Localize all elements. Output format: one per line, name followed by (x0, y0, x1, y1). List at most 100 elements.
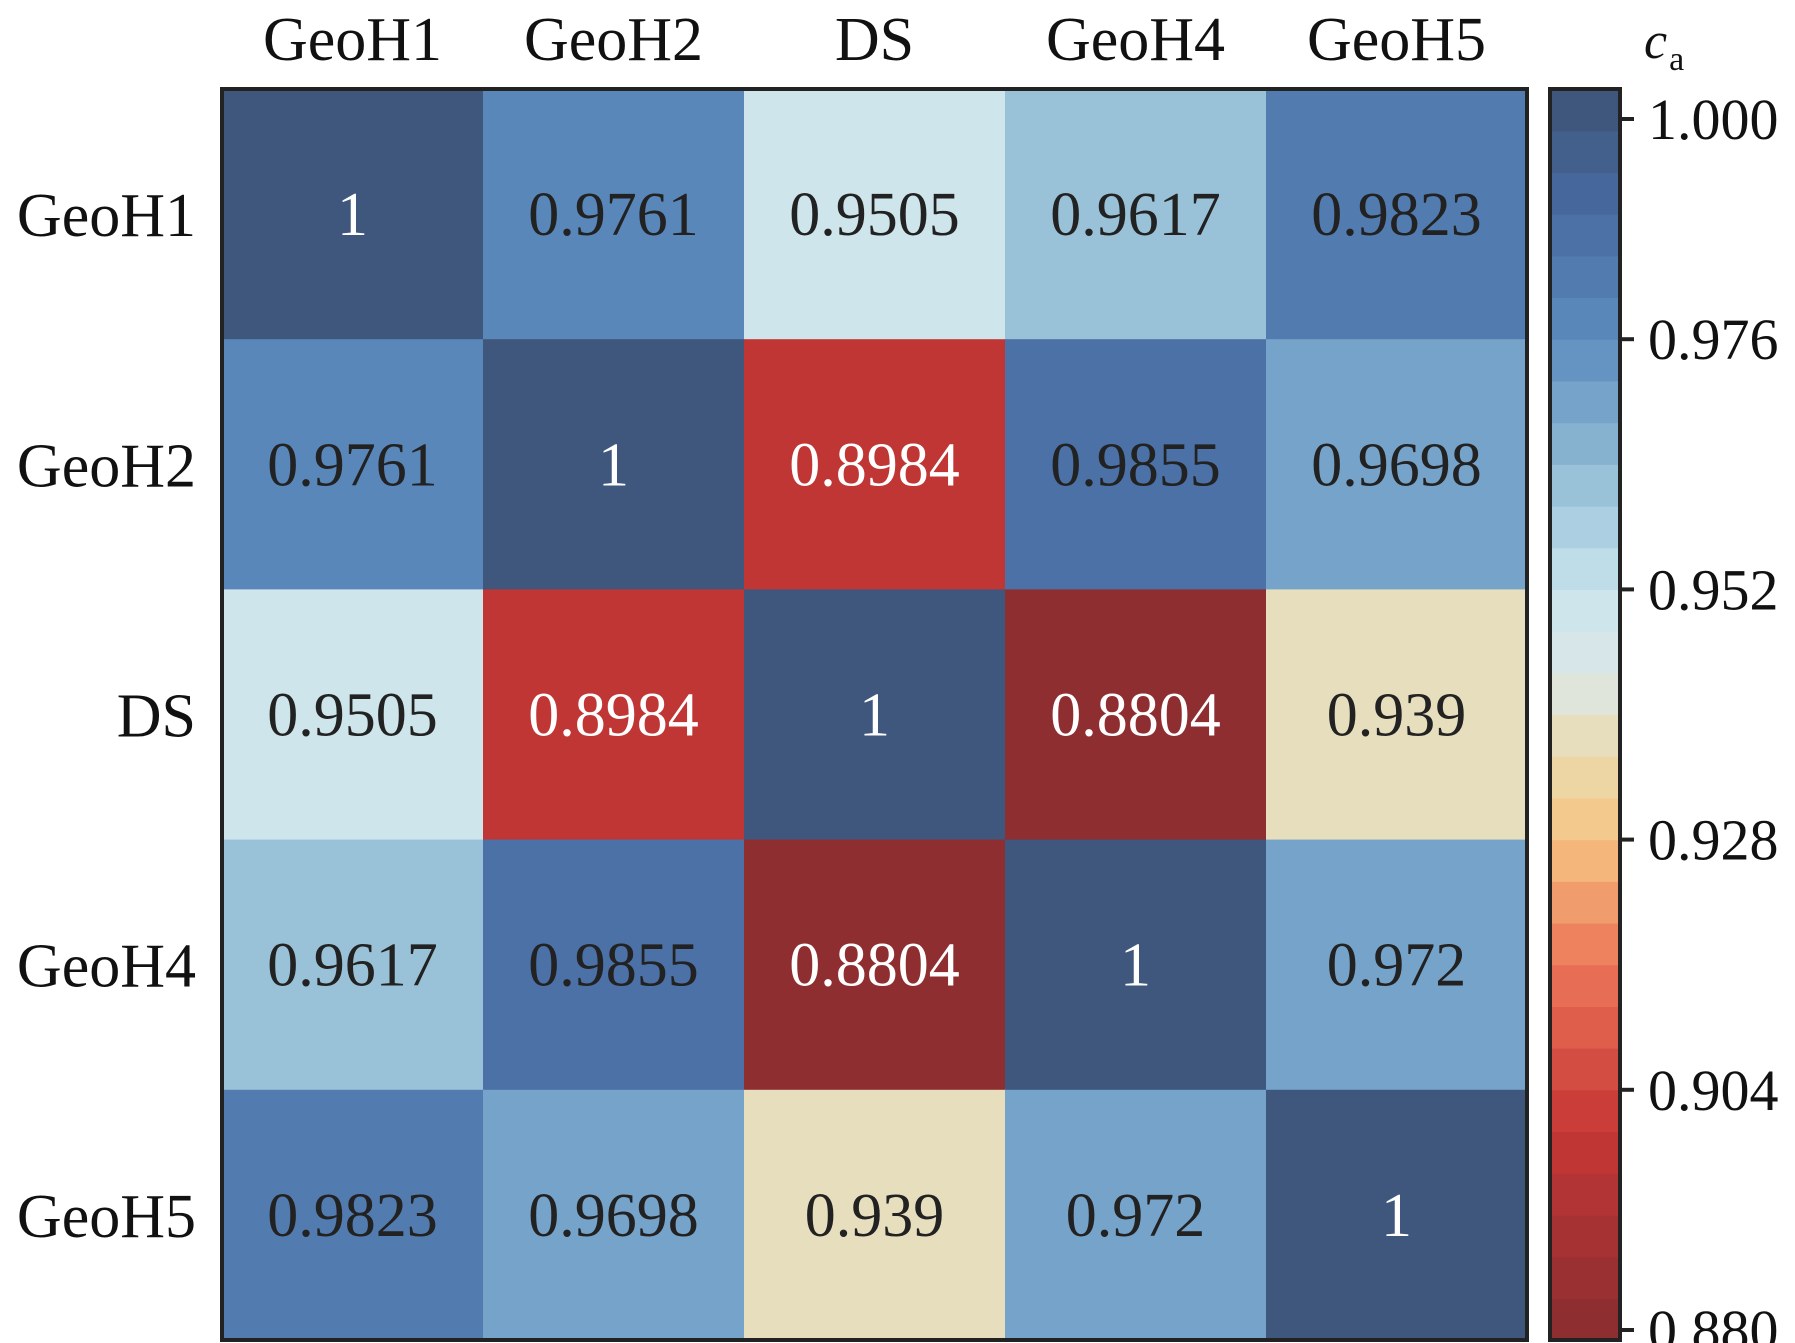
colorbar-band (1550, 506, 1620, 549)
colorbar-band (1550, 1048, 1620, 1091)
colorbar-ticks: 1.000 0.976 0.952 0.928 0.904 0.880 (1620, 87, 1779, 1343)
colorbar-band (1550, 464, 1620, 507)
heatmap-cell-label: 1 (598, 431, 629, 499)
x-tick-label: GeoH4 (1046, 6, 1225, 74)
heatmap-cell-label: 0.9617 (267, 932, 438, 1000)
colorbar-band (1550, 1256, 1620, 1299)
colorbar-band (1550, 1089, 1620, 1133)
heatmap-cell-label: 0.9505 (789, 181, 960, 249)
heatmap-cell-labels: 1 0.9761 0.9505 0.9617 0.9823 0.9761 1 0.8984 0.… (267, 181, 1482, 1250)
heatmap-cell-label: 0.939 (1327, 682, 1467, 750)
heatmap-cell-label: 1 (859, 682, 890, 750)
colorbar-band (1550, 1173, 1620, 1216)
colorbar-tick-label: 0.904 (1648, 1058, 1779, 1123)
heatmap-cell-label: 0.9761 (528, 181, 699, 249)
heatmap-cell-label: 0.9761 (267, 431, 438, 499)
heatmap-cell-label: 0.9823 (267, 1182, 438, 1250)
heatmap-cell-label: 0.9698 (1311, 431, 1482, 499)
heatmap-cell (1005, 1089, 1267, 1341)
heatmap-cell (483, 839, 745, 1091)
colorbar-band (1550, 130, 1620, 173)
heatmap-cell (1266, 89, 1528, 340)
y-tick-label: GeoH1 (17, 182, 196, 250)
colorbar-band (1550, 797, 1620, 841)
colorbar-band (1550, 422, 1620, 465)
heatmap-cell (483, 339, 745, 590)
colorbar-band (1550, 1006, 1620, 1049)
colorbar: 1.000 0.976 0.952 0.928 0.904 0.880 ca (1548, 13, 1779, 1343)
x-tick-label: GeoH2 (524, 6, 703, 74)
heatmap-cell (483, 1089, 745, 1341)
colorbar-tick-label: 1.000 (1648, 87, 1779, 152)
x-tick-label: GeoH1 (263, 6, 442, 74)
colorbar-tick-label: 0.976 (1648, 307, 1779, 372)
colorbar-band (1550, 1214, 1620, 1258)
colorbar-band (1550, 1131, 1620, 1174)
heatmap-cell (1005, 589, 1267, 841)
colorbar-band (1550, 172, 1620, 215)
heatmap-cell (744, 89, 1006, 340)
colorbar-band (1550, 964, 1620, 1007)
colorbar-band (1550, 547, 1620, 590)
heatmap-cell-label: 1 (1120, 932, 1151, 1000)
heatmap-cell-label: 0.972 (1066, 1182, 1206, 1250)
colorbar-title: ca (1644, 13, 1684, 78)
colorbar-title-main: c (1644, 13, 1667, 70)
heatmap-cell (744, 589, 1006, 841)
x-axis-labels: GeoH1 GeoH2 DS GeoH4 GeoH5 (263, 6, 1486, 74)
heatmap-cell (1266, 839, 1528, 1091)
heatmap-cell (1266, 589, 1528, 841)
y-axis-labels: GeoH1 GeoH2 DS GeoH4 GeoH5 (17, 182, 196, 1251)
heatmap-cell-label: 0.9855 (528, 932, 699, 1000)
heatmap-cells (222, 89, 1528, 1341)
heatmap-cell (222, 339, 484, 590)
colorbar-tick-label: 0.952 (1648, 557, 1779, 622)
heatmap-cell-label: 0.8984 (528, 682, 699, 750)
colorbar-band (1550, 297, 1620, 340)
heatmap-cell-label: 0.9855 (1050, 431, 1221, 499)
x-tick-label: DS (835, 6, 914, 74)
heatmap-cell-label: 0.972 (1327, 932, 1467, 1000)
heatmap-cell (1266, 1089, 1528, 1341)
heatmap-cell (1005, 839, 1267, 1091)
heatmap-cell-label: 0.9823 (1311, 181, 1482, 249)
heatmap-cell (744, 339, 1006, 590)
colorbar-band (1550, 1298, 1620, 1341)
heatmap-cell (483, 589, 745, 841)
heatmap-cell-label: 0.8804 (789, 932, 960, 1000)
y-tick-label: GeoH4 (17, 933, 196, 1001)
colorbar-band (1550, 756, 1620, 799)
heatmap-cell-label: 0.9698 (528, 1182, 699, 1250)
heatmap-cell (222, 839, 484, 1091)
colorbar-tick-label: 0.880 (1648, 1298, 1779, 1343)
heatmap-cell-label: 0.9505 (267, 682, 438, 750)
y-tick-label: GeoH2 (17, 432, 196, 500)
heatmap-cell-label: 0.939 (805, 1182, 945, 1250)
colorbar-band (1550, 89, 1620, 132)
colorbar-frame (1548, 87, 1622, 1342)
heatmap-cell-label: 0.9617 (1050, 181, 1221, 249)
heatmap-cell (744, 839, 1006, 1091)
heatmap-cell-label: 1 (337, 181, 368, 249)
colorbar-band (1550, 214, 1620, 257)
colorbar-band (1550, 589, 1620, 632)
heatmap-cell (222, 1089, 484, 1341)
heatmap-cell (222, 589, 484, 841)
colorbar-bands (1550, 89, 1620, 1341)
heatmap-cell-label: 0.8804 (1050, 682, 1221, 750)
colorbar-band (1550, 339, 1620, 382)
colorbar-band (1550, 714, 1620, 757)
x-tick-label: GeoH5 (1307, 6, 1486, 74)
colorbar-band (1550, 380, 1620, 424)
heatmap-cell (222, 89, 484, 340)
colorbar-band (1550, 672, 1620, 716)
colorbar-tick-label: 0.928 (1648, 808, 1779, 873)
colorbar-title-sub: a (1669, 41, 1684, 78)
heatmap-cell (1266, 339, 1528, 590)
heatmap-cell-label: 0.8984 (789, 431, 960, 499)
colorbar-band (1550, 881, 1620, 924)
y-tick-label: DS (117, 683, 196, 751)
heatmap-cell (483, 89, 745, 340)
colorbar-band (1550, 839, 1620, 882)
y-tick-label: GeoH5 (17, 1183, 196, 1251)
